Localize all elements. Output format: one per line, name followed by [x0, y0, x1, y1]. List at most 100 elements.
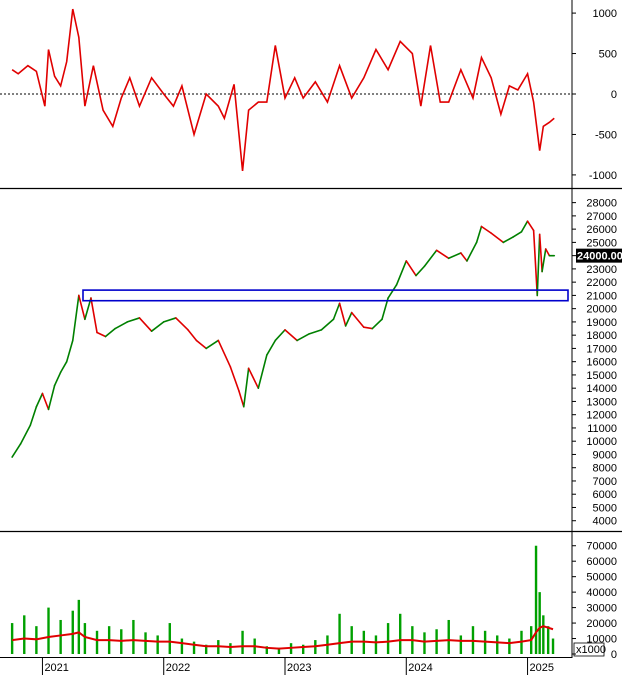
ytick-label: 70000 [586, 541, 617, 553]
volume-layer [10, 545, 555, 654]
price-segment [114, 321, 129, 330]
price-segment [266, 339, 277, 356]
price-segment [460, 252, 468, 262]
price-segment [104, 327, 117, 338]
ytick-label: 4000 [593, 516, 617, 528]
price-segment [53, 371, 62, 387]
ytick-label: 22000 [586, 277, 617, 289]
ytick-label: 14000 [586, 383, 617, 395]
xtick-label: 2022 [166, 662, 190, 674]
ytick-label: 0 [611, 89, 617, 101]
volume-bar [265, 646, 269, 654]
volume-bar [47, 607, 50, 654]
ytick-label: 15000 [586, 370, 617, 382]
price-segment [47, 384, 56, 411]
ytick-label: 500 [599, 49, 617, 61]
price-segment [338, 302, 347, 327]
price-segment [415, 265, 426, 277]
price-segment [480, 225, 492, 234]
volume-bar [538, 592, 541, 654]
volume-bar [95, 630, 99, 654]
volume-bar [156, 635, 159, 654]
price-segment [520, 220, 529, 233]
ytick-label: 1000 [593, 8, 617, 20]
volume-bar [277, 647, 281, 654]
price-layer [11, 220, 569, 458]
price-segment [284, 329, 298, 342]
price-segment [536, 233, 541, 297]
price-segment [512, 230, 523, 238]
price-segment [435, 249, 450, 260]
volume-bar [386, 623, 390, 654]
price-segment [350, 311, 365, 329]
volume-bar [374, 635, 378, 654]
price-segment [195, 339, 207, 350]
price-segment [238, 390, 245, 408]
volume-bar [459, 635, 463, 654]
price-segment [29, 405, 38, 427]
price-segment [423, 249, 438, 268]
ytick-label: 40000 [586, 587, 617, 599]
ytick-label: 7000 [593, 476, 617, 488]
volume-bar [71, 610, 74, 654]
ytick-label: -1000 [589, 170, 617, 182]
price-segment [150, 321, 165, 332]
volume-bar [508, 638, 511, 654]
volume-bar [83, 623, 87, 654]
oscillator-series [11, 8, 555, 171]
price-segment [138, 317, 153, 332]
price-segment [175, 317, 189, 331]
price-panel [0, 190, 572, 530]
ytick-label: 60000 [586, 556, 617, 568]
ytick-label: 20000 [586, 304, 617, 316]
price-segment [217, 339, 232, 368]
price-segment [205, 339, 220, 350]
price-segment [371, 318, 383, 330]
panel-frames [0, 0, 622, 658]
volume-bar [59, 619, 62, 654]
price-segment [405, 260, 417, 277]
price-segment [274, 329, 286, 342]
volume-bar [447, 619, 450, 654]
price-segment [71, 294, 80, 342]
volume-bar [180, 638, 184, 654]
ytick-label: 12000 [586, 410, 617, 422]
price-segment [466, 241, 478, 262]
price-segment [526, 220, 535, 232]
price-segment [532, 229, 539, 297]
price-segment [242, 367, 250, 408]
ytick-label: 18000 [586, 330, 617, 342]
ytick-label: 5000 [593, 502, 617, 514]
xtick-label: 2021 [44, 662, 68, 674]
price-segment [332, 302, 341, 321]
volume-bar [229, 643, 232, 654]
last-value-marker [576, 248, 622, 263]
volume-bar [144, 632, 147, 654]
xtick-label: 2025 [530, 662, 554, 674]
volume-unit-box [573, 642, 605, 657]
ytick-label: 9000 [593, 449, 617, 461]
price-segment [296, 333, 311, 342]
xtick-label: 2024 [408, 662, 432, 674]
price-segment [247, 367, 260, 389]
volume-bar [350, 626, 353, 654]
price-segment [387, 284, 398, 299]
price-segment [320, 318, 335, 331]
volume-unit-label: x1000 [576, 644, 606, 656]
volume-panel [0, 533, 572, 655]
ytick-label: 17000 [586, 343, 617, 355]
volume-bar [192, 641, 196, 654]
price-segment [344, 311, 353, 327]
ytick-label: 30000 [586, 603, 617, 615]
ytick-label: 8000 [593, 463, 617, 475]
volume-ma-line [12, 625, 554, 650]
price-segment [538, 233, 543, 273]
price-segment [229, 366, 240, 392]
axis-layer: 10005000-500-100028000270002600025000240… [41, 8, 622, 675]
volume-bar [423, 632, 426, 654]
ytick-label: -500 [595, 129, 617, 141]
price-segment [308, 329, 323, 335]
volume-bar [204, 644, 208, 654]
ytick-label: 10000 [586, 436, 617, 448]
volume-bar [241, 630, 244, 654]
